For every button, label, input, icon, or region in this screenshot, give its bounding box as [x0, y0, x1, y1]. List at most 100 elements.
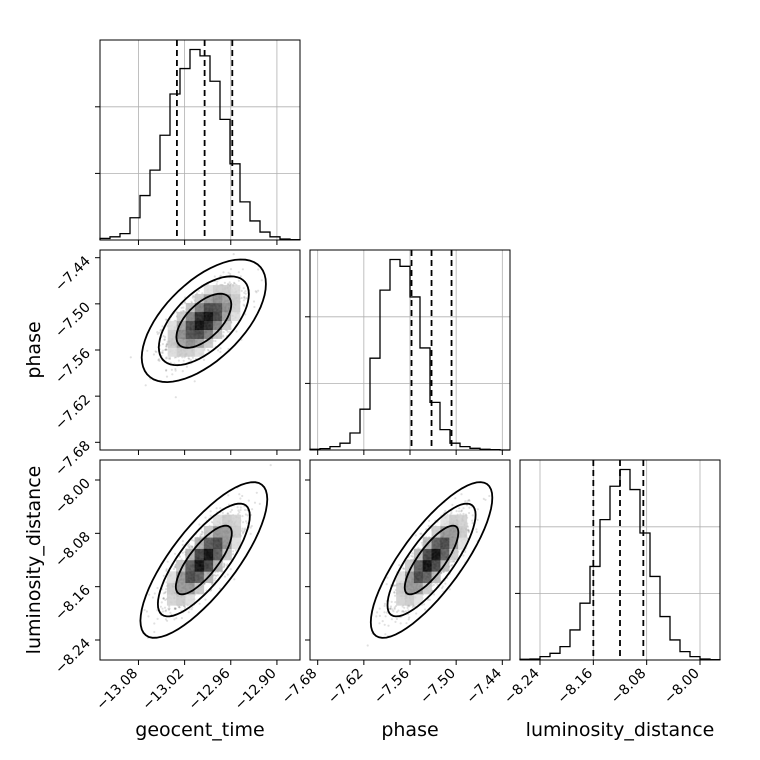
scatter-point: [238, 280, 240, 282]
scatter-point: [174, 553, 176, 555]
scatter-point: [394, 595, 396, 597]
scatter-point: [165, 370, 167, 372]
scatter-point: [161, 601, 163, 603]
scatter-point: [403, 607, 405, 609]
scatter-point: [230, 511, 232, 513]
density-cell: [195, 549, 205, 561]
scatter-point: [384, 605, 386, 607]
scatter-point: [144, 609, 146, 611]
density-cell: [231, 303, 240, 312]
scatter-point: [163, 339, 165, 341]
scatter-point: [230, 268, 232, 270]
scatter-point: [412, 556, 414, 558]
density-cell: [186, 330, 195, 339]
scatter-point: [239, 497, 241, 499]
scatter-point: [181, 617, 183, 619]
scatter-point: [163, 575, 165, 577]
scatter-point: [157, 333, 159, 335]
scatter-point: [194, 380, 196, 382]
density-cell: [458, 515, 467, 527]
scatter-point: [162, 352, 164, 354]
scatter-point: [161, 325, 163, 327]
scatter-point: [163, 335, 165, 337]
scatter-point: [397, 610, 399, 612]
scatter-point: [405, 622, 407, 624]
scatter-point: [384, 603, 386, 605]
scatter-point: [464, 551, 466, 553]
scatter-point: [157, 618, 159, 620]
scatter-point: [241, 290, 243, 292]
scatter-point: [405, 610, 407, 612]
scatter-point: [181, 307, 183, 309]
xtick-label-luminosity_distance-3: −8.00: [661, 666, 703, 708]
scatter-point: [468, 500, 470, 502]
scatter-point: [183, 310, 185, 312]
scatter-point: [389, 608, 391, 610]
scatter-point: [237, 509, 239, 511]
scatter-point: [204, 599, 206, 601]
density-cell: [195, 312, 204, 321]
density-cell: [440, 537, 449, 549]
scatter-point: [162, 343, 164, 345]
scatter-point: [462, 507, 464, 509]
scatter-point: [386, 612, 388, 614]
scatter-point: [471, 520, 473, 522]
scatter-point: [254, 502, 256, 504]
scatter-point: [242, 528, 244, 530]
scatter-point: [153, 353, 155, 355]
density-cell: [168, 339, 177, 348]
scatter-point: [241, 297, 243, 299]
scatter-point: [248, 500, 250, 502]
scatter-point: [242, 521, 244, 523]
scatter-point: [166, 349, 168, 351]
scatter-point: [240, 509, 242, 511]
scatter-point: [182, 540, 184, 542]
density-cell: [232, 515, 242, 527]
density-cell: [168, 348, 177, 357]
scatter-point: [244, 509, 246, 511]
scatter-point: [403, 611, 405, 613]
scatter-point: [214, 275, 216, 277]
scatter-point: [450, 564, 452, 566]
scatter-point: [167, 561, 169, 563]
scatter-point: [222, 271, 224, 273]
scatter-point: [270, 464, 272, 466]
scatter-point: [187, 545, 189, 547]
density-cell: [186, 348, 195, 357]
scatter-point: [243, 530, 245, 532]
scatter-point: [224, 564, 226, 566]
scatter-point: [182, 370, 184, 372]
scatter-point: [210, 510, 212, 512]
scatter-point: [162, 610, 164, 612]
density-cell: [204, 303, 213, 312]
scatter-point: [174, 368, 176, 370]
scatter-point: [156, 331, 158, 333]
scatter-point: [477, 508, 479, 510]
tick-marks-and-labels: −8.24 −8.16 −8.08 −8.00−7.68−7.62−7.56−7.50…: [52, 107, 703, 714]
scatter-point: [483, 498, 485, 500]
scatter-point: [169, 612, 171, 614]
density-cell: [231, 285, 240, 294]
scatter-point: [233, 578, 235, 580]
density-cell: [222, 515, 232, 527]
scatter-point: [387, 625, 389, 627]
density-cell: [167, 583, 177, 595]
scatter-point: [391, 618, 393, 620]
scatter-point: [191, 546, 193, 548]
scatter-point: [244, 527, 246, 529]
scatter-point: [460, 493, 462, 495]
density-cell: [195, 348, 204, 357]
density-cell: [204, 285, 213, 294]
scatter-point: [261, 279, 263, 281]
density-cell: [414, 571, 423, 583]
scatter-point: [166, 620, 168, 622]
scatter-point: [408, 616, 410, 618]
scatter-point: [238, 271, 240, 273]
scatter-point: [241, 495, 243, 497]
scatter-point: [173, 568, 175, 570]
scatter-point: [412, 606, 414, 608]
scatter-point: [237, 506, 239, 508]
scatter-point: [158, 360, 160, 362]
scatter-point: [242, 532, 244, 534]
scatter-phase-luminosity_distance: [367, 482, 493, 647]
